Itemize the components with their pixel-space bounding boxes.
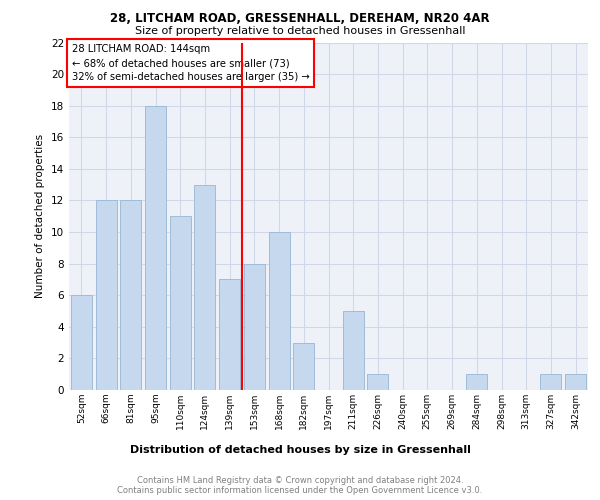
Bar: [95, 200, 116, 390]
Bar: [343, 311, 364, 390]
Bar: [145, 106, 166, 390]
Text: Contains public sector information licensed under the Open Government Licence v3: Contains public sector information licen…: [118, 486, 482, 495]
Bar: [367, 374, 388, 390]
Y-axis label: Number of detached properties: Number of detached properties: [35, 134, 46, 298]
Bar: [466, 374, 487, 390]
Text: 28 LITCHAM ROAD: 144sqm
← 68% of detached houses are smaller (73)
32% of semi-de: 28 LITCHAM ROAD: 144sqm ← 68% of detache…: [71, 44, 310, 82]
Bar: [565, 374, 586, 390]
Text: Size of property relative to detached houses in Gressenhall: Size of property relative to detached ho…: [135, 26, 465, 36]
Bar: [120, 200, 141, 390]
Bar: [219, 280, 240, 390]
Text: Distribution of detached houses by size in Gressenhall: Distribution of detached houses by size …: [130, 445, 470, 455]
Bar: [244, 264, 265, 390]
Text: Contains HM Land Registry data © Crown copyright and database right 2024.: Contains HM Land Registry data © Crown c…: [137, 476, 463, 485]
Bar: [541, 374, 562, 390]
Text: 28, LITCHAM ROAD, GRESSENHALL, DEREHAM, NR20 4AR: 28, LITCHAM ROAD, GRESSENHALL, DEREHAM, …: [110, 12, 490, 26]
Bar: [269, 232, 290, 390]
Bar: [194, 184, 215, 390]
Bar: [170, 216, 191, 390]
Bar: [293, 342, 314, 390]
Bar: [71, 295, 92, 390]
